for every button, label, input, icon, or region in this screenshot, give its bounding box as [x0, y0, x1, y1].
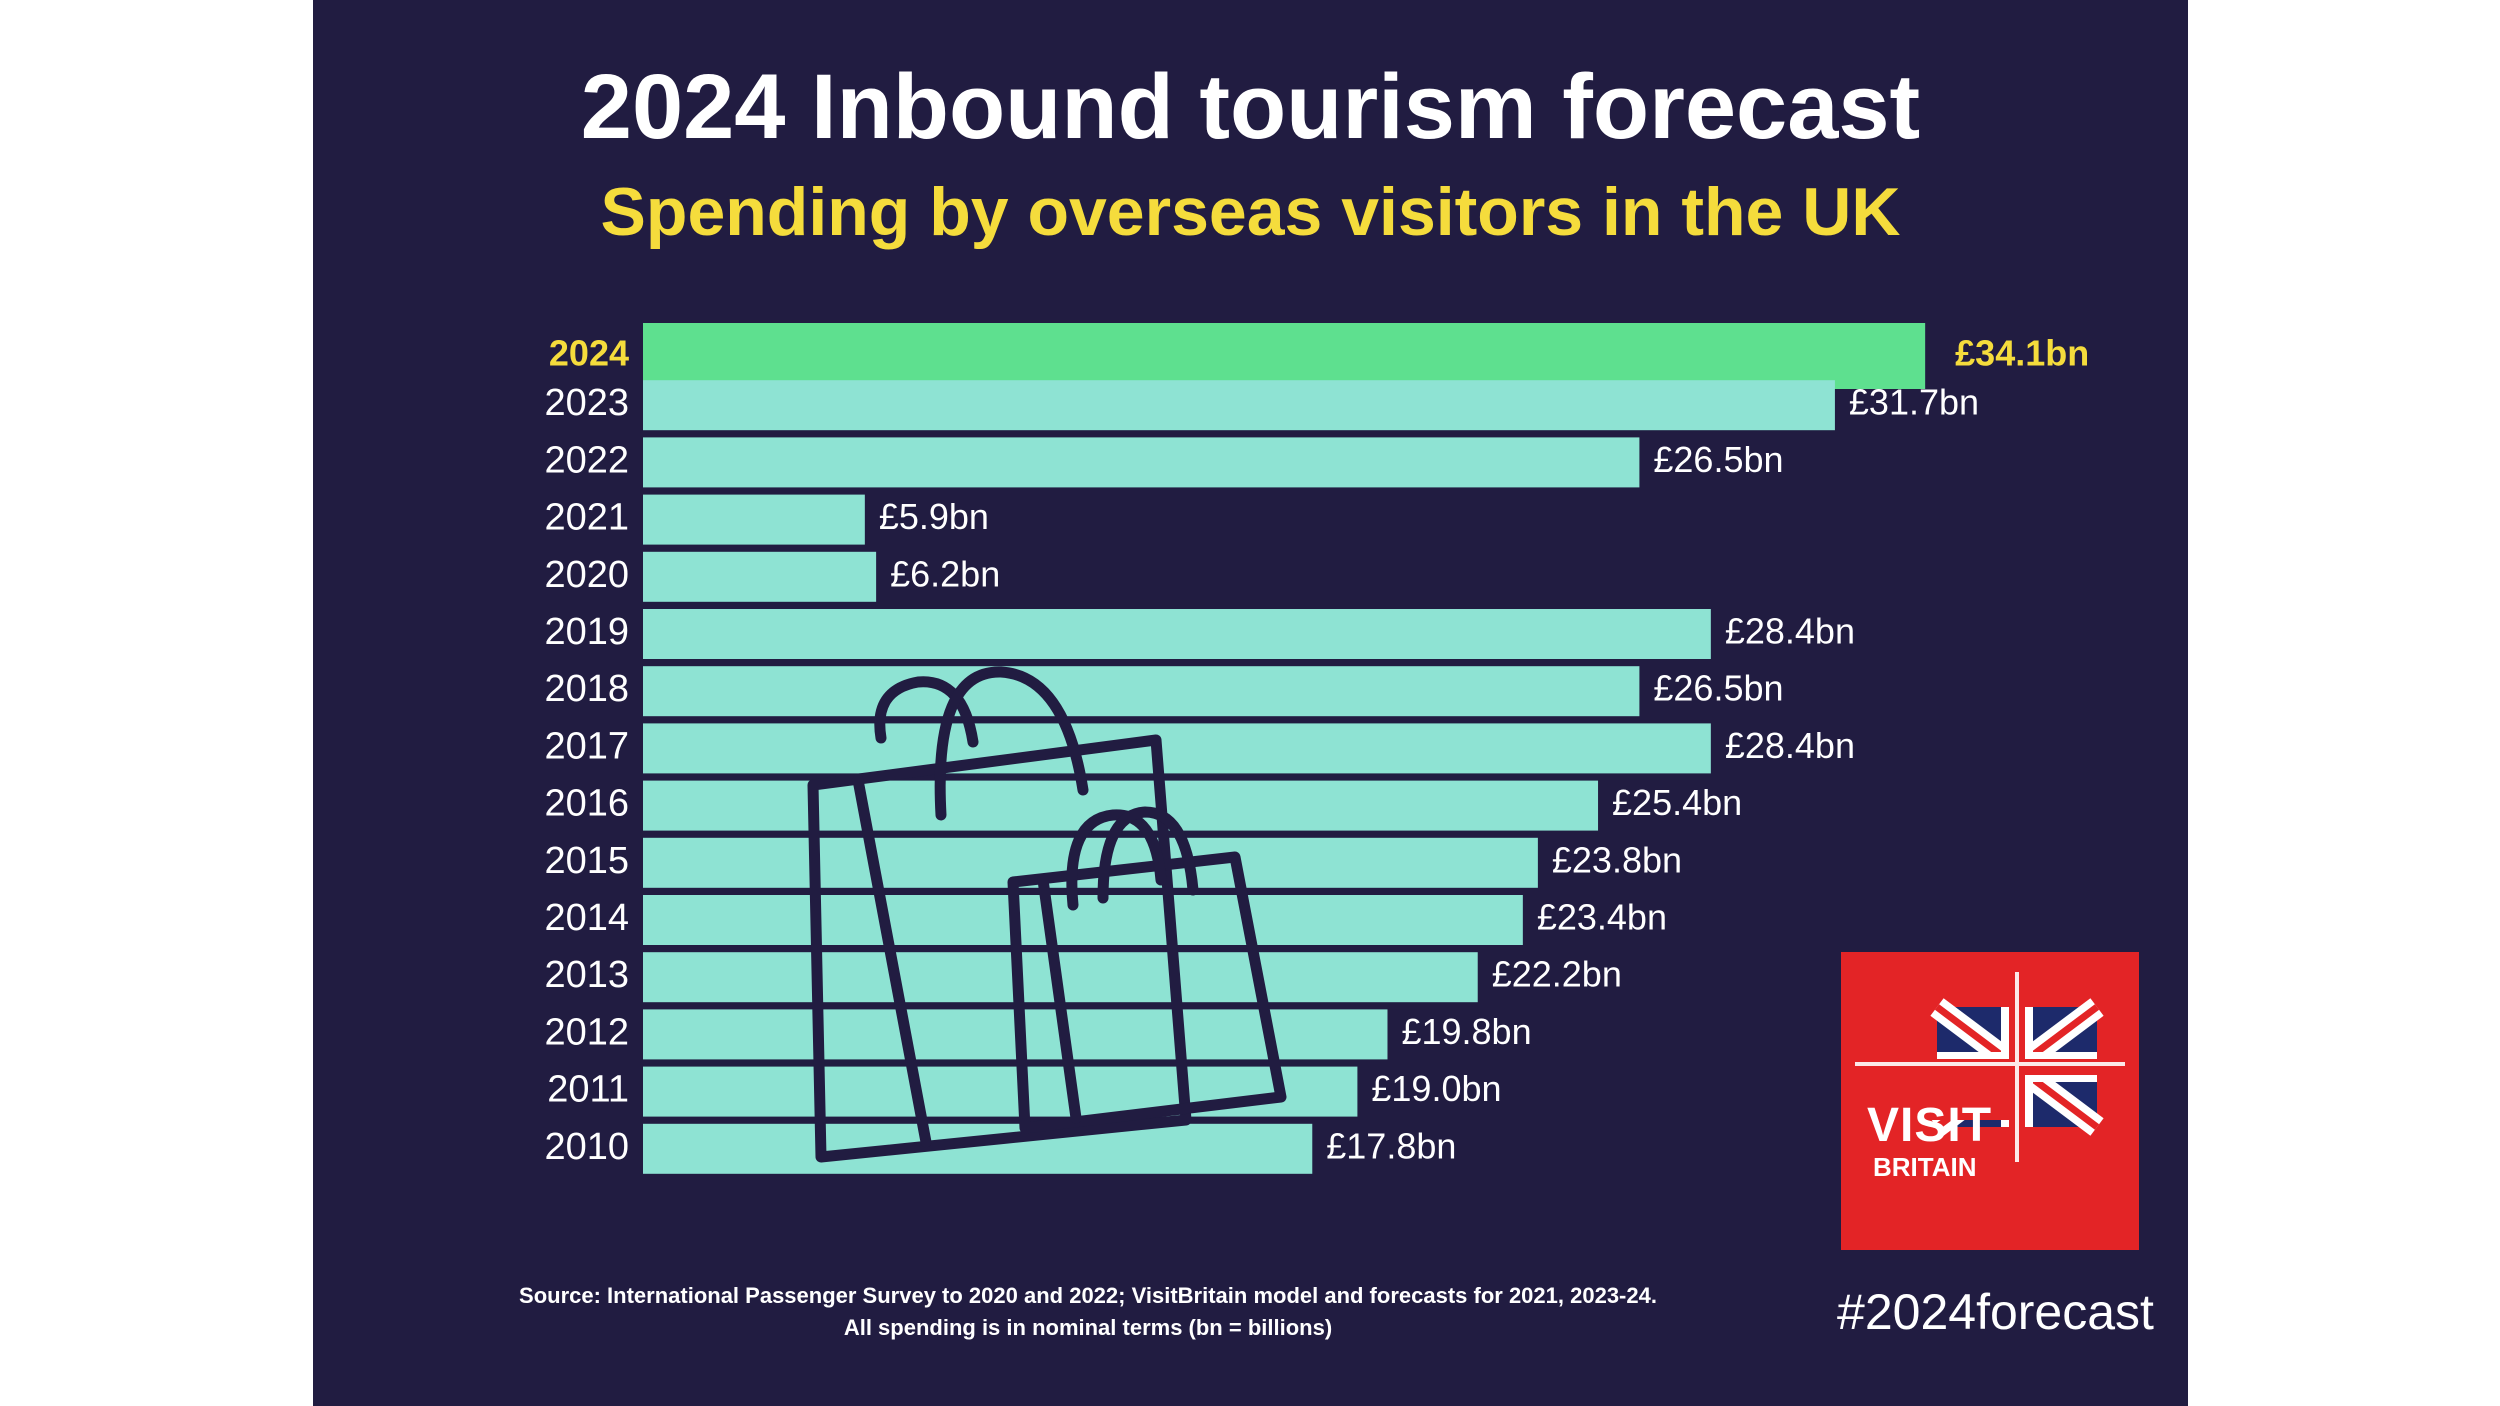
year-label-2013: 2013 — [544, 954, 629, 996]
bar-2017 — [643, 723, 1711, 774]
chart-subtitle: Spending by overseas visitors in the UK — [600, 174, 1901, 250]
union-flag-icon — [1855, 972, 2125, 1162]
value-label-2016: £25.4bn — [1612, 782, 1742, 823]
value-label-2011: £19.0bn — [1371, 1068, 1501, 1109]
bars-layer: 2024 £34.1bn 2023 £31.7bn 2022 £26.5bn 2021 £5.… — [544, 323, 2089, 1174]
bar-2011 — [643, 1066, 1358, 1117]
value-label-2013: £22.2bn — [1492, 954, 1622, 995]
year-label-2016: 2016 — [544, 783, 629, 825]
value-label-2023: £31.7bn — [1849, 382, 1979, 423]
year-label-2018: 2018 — [544, 668, 629, 710]
year-label-2017: 2017 — [544, 725, 629, 767]
bar-2022 — [643, 437, 1640, 488]
bar-2021 — [643, 494, 865, 545]
year-label-2024: 2024 — [549, 333, 629, 374]
year-label-2011: 2011 — [547, 1069, 629, 1111]
year-label-2021: 2021 — [544, 497, 629, 539]
chart-title: 2024 Inbound tourism forecast — [580, 56, 1921, 158]
logo-text-britain: BRITAIN — [1873, 1152, 1977, 1182]
value-label-2021: £5.9bn — [879, 496, 989, 537]
source-line-1: Source: International Passenger Survey t… — [519, 1283, 1657, 1308]
bar-chart: 2024 £34.1bn 2023 £31.7bn 2022 £26.5bn 2021 £5.… — [544, 323, 2089, 1174]
year-label-2023: 2023 — [544, 382, 629, 424]
year-label-2010: 2010 — [544, 1126, 629, 1168]
value-label-2019: £28.4bn — [1725, 611, 1855, 652]
bar-2024 — [643, 323, 1926, 389]
bar-2015 — [643, 837, 1538, 888]
value-label-2022: £26.5bn — [1653, 439, 1783, 480]
source-line-2: All spending is in nominal terms (bn = b… — [843, 1315, 1333, 1340]
bar-2019 — [643, 609, 1711, 659]
value-label-2018: £26.5bn — [1653, 668, 1783, 709]
value-label-2015: £23.8bn — [1552, 839, 1682, 880]
visitbritain-logo: VISIT BRITAIN — [1841, 952, 2139, 1250]
bar-2010 — [643, 1123, 1313, 1174]
value-label-2020: £6.2bn — [890, 553, 1000, 594]
value-label-2014: £23.4bn — [1537, 897, 1667, 938]
source-note: Source: International Passenger Survey t… — [373, 1280, 1803, 1344]
bar-2018 — [643, 666, 1640, 717]
value-label-2024: £34.1bn — [1955, 333, 2089, 374]
value-label-2017: £28.4bn — [1725, 725, 1855, 766]
bar-2020 — [643, 551, 877, 602]
hashtag: #2024forecast — [1837, 1284, 2154, 1340]
year-label-2022: 2022 — [544, 439, 629, 481]
year-label-2019: 2019 — [544, 611, 629, 653]
infographic-panel: 2024 Inbound tourism forecast Spending b… — [313, 0, 2188, 1406]
shopping-bags-icon — [807, 666, 1287, 1163]
logo-text-visit: VISIT — [1867, 1099, 1993, 1152]
bar-2014 — [643, 895, 1523, 945]
value-label-2010: £17.8bn — [1326, 1125, 1456, 1166]
year-label-2014: 2014 — [544, 897, 629, 939]
bar-2023 — [643, 380, 1835, 431]
year-label-2015: 2015 — [544, 840, 629, 882]
year-label-2020: 2020 — [544, 554, 629, 596]
value-label-2012: £19.8bn — [1401, 1011, 1531, 1052]
year-label-2012: 2012 — [544, 1011, 629, 1053]
